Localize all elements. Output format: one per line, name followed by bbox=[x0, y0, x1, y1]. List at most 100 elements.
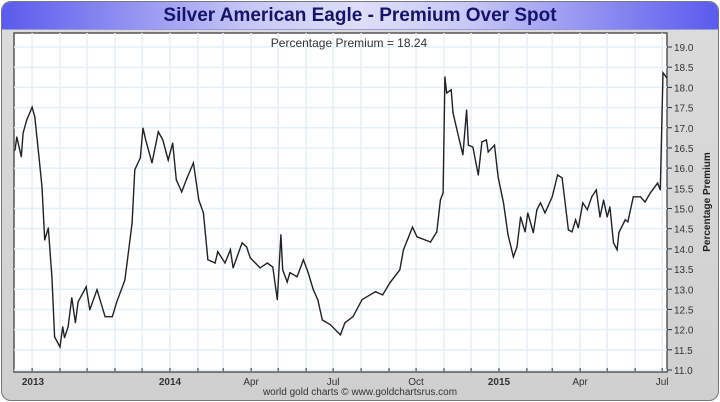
data-point bbox=[134, 169, 136, 171]
data-point bbox=[167, 159, 169, 161]
data-point bbox=[145, 139, 147, 141]
axes: 11.0 11.5 12.0 12.5 13.0 13.5 14.0 14.5 15.0 15.5… bbox=[22, 43, 694, 388]
y-tick-label: 16.5 bbox=[674, 144, 694, 155]
x-tick-label: 2013 bbox=[22, 377, 45, 388]
data-point bbox=[485, 139, 487, 141]
data-point bbox=[477, 174, 479, 176]
data-point bbox=[602, 199, 605, 201]
series-line bbox=[14, 70, 668, 350]
data-point bbox=[139, 157, 141, 159]
x-tick-label: Oct bbox=[408, 377, 424, 388]
data-point bbox=[59, 346, 61, 348]
data-point bbox=[520, 216, 522, 218]
data-point bbox=[374, 291, 377, 293]
data-point bbox=[38, 159, 40, 161]
data-point bbox=[444, 76, 446, 78]
x-tick-label: Apr bbox=[572, 377, 588, 388]
data-point bbox=[229, 249, 231, 251]
y-tick-label: 15.5 bbox=[674, 184, 694, 195]
data-point bbox=[20, 156, 22, 158]
data-point bbox=[44, 239, 46, 241]
data-point bbox=[172, 142, 174, 144]
y-tick-label: 14.0 bbox=[674, 245, 694, 256]
data-point bbox=[217, 251, 219, 253]
data-point bbox=[389, 282, 391, 284]
data-point bbox=[662, 72, 664, 74]
data-point bbox=[551, 196, 553, 198]
data-point bbox=[41, 186, 43, 188]
data-point bbox=[249, 257, 251, 259]
data-point bbox=[71, 297, 73, 299]
data-point bbox=[232, 267, 234, 269]
data-point bbox=[439, 199, 442, 201]
data-point bbox=[591, 196, 593, 198]
data-point bbox=[51, 276, 53, 278]
x-tick-label: Jul bbox=[656, 377, 669, 388]
data-point bbox=[571, 231, 573, 233]
data-point bbox=[289, 272, 291, 274]
annotation: Percentage Premium = 18.24 bbox=[271, 36, 428, 50]
series-points bbox=[14, 72, 668, 348]
data-point bbox=[411, 226, 414, 228]
data-point bbox=[462, 154, 464, 156]
data-point bbox=[666, 77, 668, 79]
data-point bbox=[280, 234, 282, 236]
data-point bbox=[344, 322, 346, 324]
data-point bbox=[54, 336, 56, 338]
data-point bbox=[577, 227, 579, 229]
data-point bbox=[162, 139, 164, 141]
data-point bbox=[436, 231, 438, 233]
y-tick-label: 13.0 bbox=[674, 285, 694, 296]
data-point bbox=[639, 196, 642, 198]
data-point bbox=[96, 289, 98, 291]
data-point bbox=[429, 241, 432, 243]
data-point bbox=[516, 246, 518, 248]
data-point bbox=[116, 301, 118, 303]
data-point bbox=[497, 176, 499, 178]
data-point bbox=[632, 196, 634, 198]
y-tick-label: 14.5 bbox=[674, 225, 694, 236]
data-point bbox=[467, 144, 469, 146]
data-point bbox=[22, 132, 24, 134]
data-point bbox=[575, 219, 577, 221]
data-point bbox=[302, 259, 305, 261]
data-point bbox=[198, 199, 200, 201]
data-point bbox=[62, 326, 64, 328]
plot-area bbox=[13, 32, 668, 373]
data-point bbox=[142, 127, 144, 129]
data-point bbox=[595, 189, 597, 191]
data-point bbox=[657, 182, 659, 184]
data-point bbox=[556, 174, 559, 176]
data-point bbox=[31, 106, 33, 108]
data-point bbox=[472, 146, 474, 148]
data-point bbox=[402, 249, 405, 251]
y-tick-label: 18.0 bbox=[674, 83, 694, 94]
data-point bbox=[14, 149, 16, 151]
data-point bbox=[246, 246, 248, 248]
data-point bbox=[446, 92, 448, 94]
data-point bbox=[582, 202, 584, 204]
y-tick-label: 15.0 bbox=[674, 205, 694, 216]
data-point bbox=[26, 119, 28, 121]
x-tick-label: Jul bbox=[327, 377, 340, 388]
data-point bbox=[321, 319, 323, 321]
data-point bbox=[561, 177, 563, 179]
data-point bbox=[286, 281, 288, 283]
data-point bbox=[214, 262, 216, 264]
data-point bbox=[224, 262, 226, 264]
data-point bbox=[532, 232, 534, 234]
x-tick-label: 2014 bbox=[159, 377, 182, 388]
data-point bbox=[352, 316, 354, 318]
data-point bbox=[567, 229, 570, 231]
data-point bbox=[599, 216, 601, 218]
data-point bbox=[481, 141, 483, 143]
data-point bbox=[539, 202, 542, 204]
data-point bbox=[487, 151, 489, 153]
y-tick-label: 12.0 bbox=[674, 326, 694, 337]
y-tick-label: 19.0 bbox=[674, 43, 694, 54]
data-point bbox=[131, 222, 133, 224]
data-point bbox=[329, 324, 332, 326]
data-point bbox=[266, 262, 268, 264]
data-point bbox=[202, 212, 204, 214]
data-point bbox=[339, 334, 341, 336]
